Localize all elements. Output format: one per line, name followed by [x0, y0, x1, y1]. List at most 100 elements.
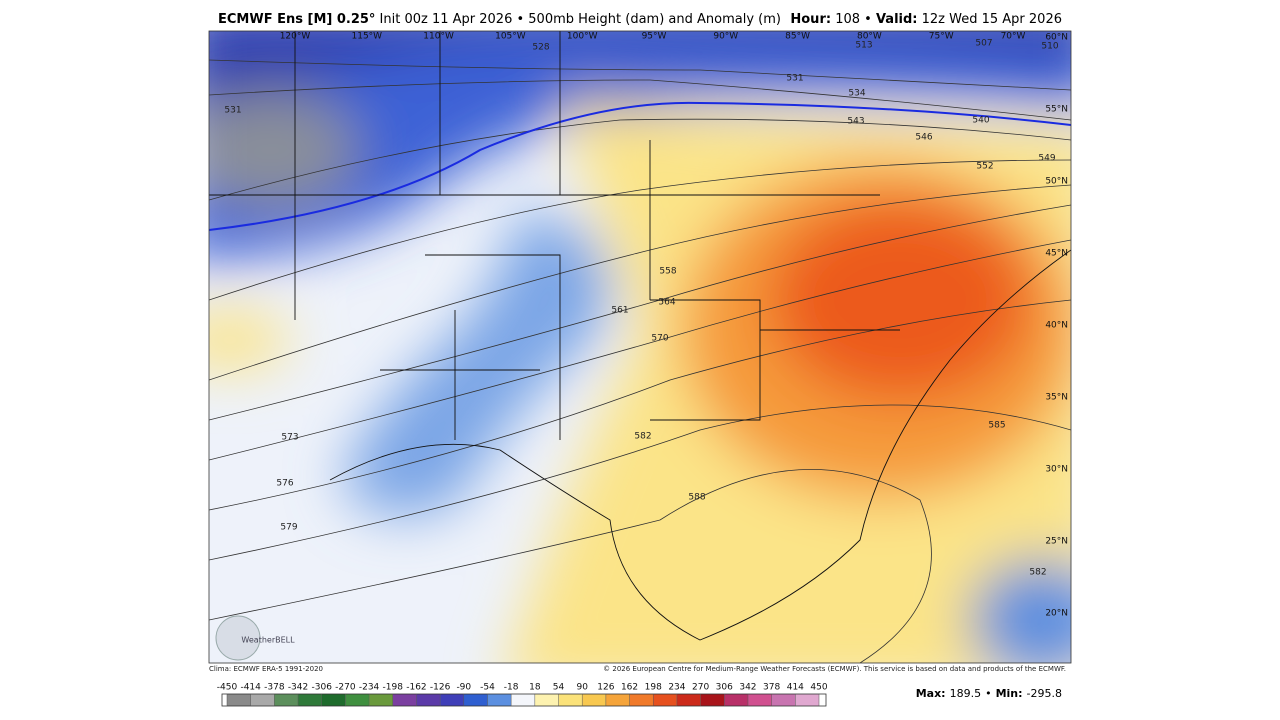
colorbar-label: -234: [359, 683, 380, 693]
colorbar-label: -270: [335, 683, 356, 693]
stats: Max: 189.5 • Min: -295.8: [916, 687, 1062, 700]
colorbar-swatch: [605, 694, 630, 706]
header-part: Init 00z 11 Apr 2026 • 500mb Height (dam…: [375, 12, 781, 27]
header-part: 12z Wed 15 Apr 2026: [918, 12, 1063, 27]
colorbar-swatch: [250, 694, 275, 706]
contour-label: 576: [276, 479, 293, 489]
colorbar-swatch: [274, 694, 299, 706]
stats-part: -295.8: [1027, 687, 1062, 700]
latitude-label: 45°N: [1045, 249, 1068, 259]
contour-label: 552: [976, 162, 993, 172]
latitude-label: 60°N: [1045, 33, 1068, 43]
colorbar-swatch: [345, 694, 370, 706]
borders: [209, 31, 1071, 641]
colorbar-swatch: [298, 694, 322, 706]
contour-label: 546: [915, 133, 932, 143]
longitude-label: 95°W: [642, 32, 667, 42]
map-frame: [208, 30, 1072, 664]
header-valid: Hour: 108 • Valid: 12z Wed 15 Apr 2026: [790, 12, 1062, 27]
colorbar-label: -306: [312, 683, 333, 693]
colorbar-label: 342: [739, 683, 756, 693]
contour-label: 570: [651, 334, 668, 344]
colorbar-swatch: [795, 694, 819, 706]
colorbar-label: 270: [692, 683, 709, 693]
map: 528 531 531 534 543 540 546 549 552 558 561 564 570 5…: [209, 31, 1071, 663]
colorbar-label: -378: [264, 683, 285, 693]
anomaly-shading: [209, 31, 1071, 663]
longitude-label: 100°W: [567, 32, 598, 42]
contour-label: 585: [988, 421, 1005, 431]
contour-label: 558: [659, 267, 676, 277]
logo: WeatherBELL: [241, 636, 295, 645]
colorbar-swatch: [511, 694, 535, 706]
colorbar-swatch: [321, 694, 346, 706]
colorbar-label: -18: [504, 683, 519, 693]
colorbar-label: -54: [480, 683, 495, 693]
longitude-label: 85°W: [785, 32, 810, 42]
colorbar-swatch: [629, 694, 654, 706]
colorbar-label: 18: [529, 683, 541, 693]
header-part: Hour:: [790, 12, 831, 27]
colorbar-swatch: [747, 694, 772, 706]
header-title: ECMWF Ens [M] 0.25° Init 00z 11 Apr 2026…: [218, 12, 781, 27]
colorbar-label: 90: [576, 683, 588, 693]
longitude-label: 70°W: [1001, 32, 1026, 42]
colorbar-swatch: [392, 694, 417, 706]
contour-label: 528: [532, 43, 549, 53]
contour-label: 543: [847, 117, 864, 127]
header-part: ECMWF Ens [M] 0.25°: [218, 12, 375, 27]
stats-part: •: [985, 687, 992, 700]
stats-part: Min:: [996, 687, 1023, 700]
contour-label: 582: [634, 432, 651, 442]
colorbar-swatch: [653, 694, 677, 706]
contour-label: 588: [688, 493, 705, 503]
colorbar: -450 -414 -378 -342 -306 -270 -234 -198 -162 -126…: [217, 683, 828, 707]
colorbar-swatch: [676, 694, 701, 706]
colorbar-swatch: [724, 694, 748, 706]
header-part: 108 •: [831, 12, 876, 27]
colorbar-label: -414: [240, 683, 261, 693]
colorbar-label: -450: [217, 683, 238, 693]
contour-label: 531: [786, 74, 803, 84]
latitude-label: 40°N: [1045, 321, 1068, 331]
longitude-label: 75°W: [929, 32, 954, 42]
contour-label: 549: [1038, 154, 1055, 164]
colorbar-label: -198: [383, 683, 404, 693]
colorbar-label: 54: [553, 683, 565, 693]
colorbar-label: 162: [621, 683, 638, 693]
colorbar-label: 450: [810, 683, 827, 693]
colorbar-label: -342: [288, 683, 308, 693]
footer-copyright: © 2026 European Centre for Medium-Range …: [603, 665, 1066, 673]
colorbar-swatch: [700, 694, 725, 706]
contour-label: 582: [1029, 568, 1046, 578]
colorbar-label: 234: [668, 683, 685, 693]
colorbar-swatch: [771, 694, 796, 706]
stats-part: Max:: [916, 687, 946, 700]
colorbar-swatch: [416, 694, 441, 706]
colorbar-swatch: [369, 694, 393, 706]
contour-label: 513: [855, 41, 872, 51]
longitude-label: 90°W: [713, 32, 738, 42]
colorbar-label: 198: [645, 683, 662, 693]
colorbar-swatch: [227, 694, 251, 706]
header-part: Valid:: [876, 12, 918, 27]
longitude-label: 110°W: [423, 32, 454, 42]
longitude-label: 120°W: [280, 32, 311, 42]
colorbar-label: 126: [597, 683, 614, 693]
contour-label: 531: [224, 106, 241, 116]
height-contours: [209, 59, 1071, 663]
latitude-label: 30°N: [1045, 465, 1068, 475]
latitude-label: 20°N: [1045, 609, 1068, 619]
contour-label: 534: [848, 89, 865, 99]
stats-part: 189.5: [950, 687, 982, 700]
latitude-label: 25°N: [1045, 537, 1068, 547]
latitude-label: 35°N: [1045, 393, 1068, 403]
longitude-label: 105°W: [495, 32, 526, 42]
contour-label: 510: [1041, 42, 1058, 52]
colorbar-label: 414: [787, 683, 804, 693]
colorbar-swatch: [487, 694, 512, 706]
colorbar-swatch: [463, 694, 488, 706]
latitude-label: 55°N: [1045, 105, 1068, 115]
longitude-label: 115°W: [352, 32, 383, 42]
